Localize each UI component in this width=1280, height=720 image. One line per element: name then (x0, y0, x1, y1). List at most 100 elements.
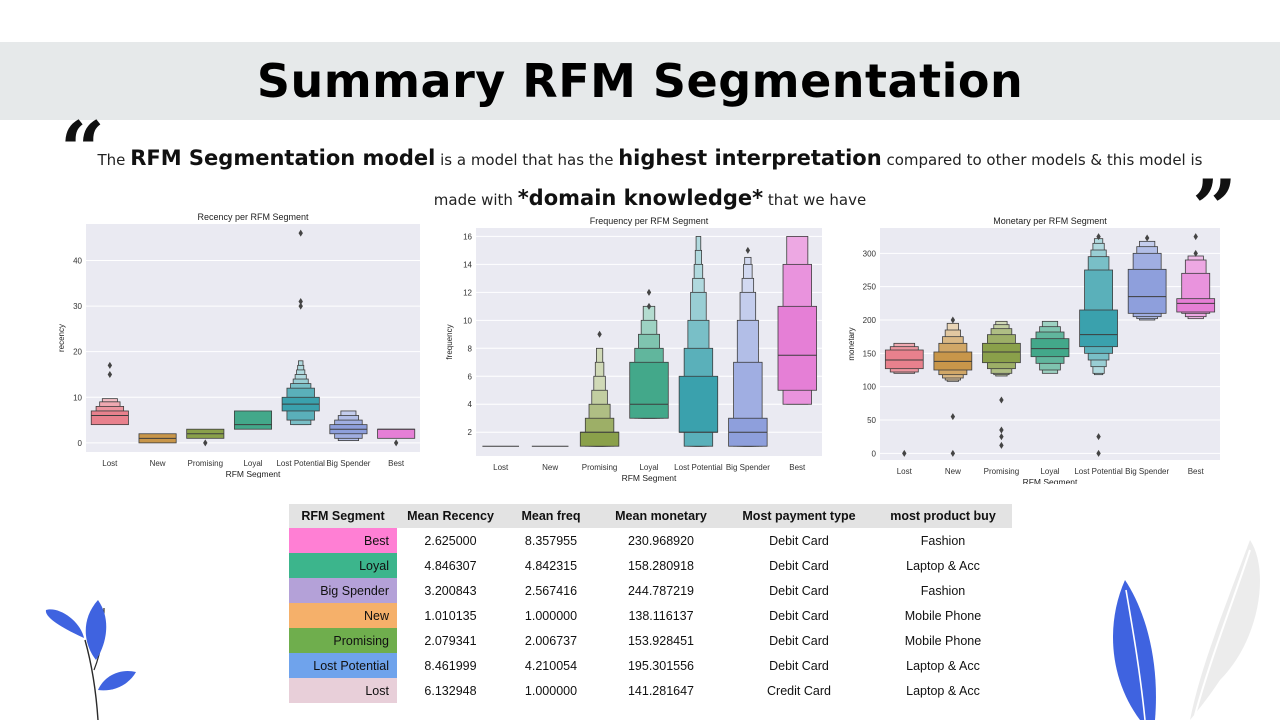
table-row: Promising 2.079341 2.006737 153.928451 Debit… (289, 628, 1012, 653)
x-tick-label: Loyal (639, 463, 658, 472)
table-header-cell: RFM Segment (289, 504, 397, 528)
x-tick-label: New (542, 463, 558, 472)
quote-line-1: The RFM Segmentation model is a model th… (0, 146, 1280, 170)
table-cell: Debit Card (724, 653, 874, 678)
y-axis-label: monetary (847, 327, 856, 360)
segment-cell: Lost (289, 678, 397, 703)
y-tick-label: 100 (863, 383, 877, 392)
table-cell: 8.461999 (397, 653, 504, 678)
x-tick-label: Big Spender (326, 459, 370, 468)
box (233, 410, 273, 430)
y-tick-label: 250 (863, 283, 877, 292)
box (982, 342, 1021, 364)
outlier-point (298, 302, 303, 310)
outlier-point (107, 361, 113, 369)
y-tick-label: 4 (468, 400, 473, 409)
x-tick-label: Loyal (243, 459, 262, 468)
x-tick-label: Best (789, 463, 806, 472)
y-tick-label: 8 (468, 344, 473, 353)
segment-cell: Best (289, 528, 397, 553)
y-tick-label: 16 (463, 232, 472, 241)
quote-line-2: made with *domain knowledge* that we hav… (0, 186, 1280, 210)
quote-text: made with (433, 191, 513, 209)
table-header-cell: Most payment type (724, 504, 874, 528)
y-tick-label: 6 (468, 372, 473, 381)
x-tick-label: Big Spender (1125, 467, 1169, 476)
recency-chart: 0 10 20 30 40 Lost New Promising Loyal Lost Poten… (56, 208, 426, 478)
chart-title: Recency per RFM Segment (197, 212, 309, 222)
table-cell: Debit Card (724, 528, 874, 553)
box (101, 398, 118, 403)
table-cell: Fashion (874, 528, 1012, 553)
y-tick-label: 12 (463, 288, 472, 297)
quote-text: is a model that has the (440, 151, 614, 169)
y-tick-label: 2 (468, 428, 473, 437)
quote-bold: RFM Segmentation model (130, 146, 436, 170)
quote-bold: highest interpretation (618, 146, 882, 170)
open-quote-mark: “ (60, 105, 105, 196)
table-cell: 6.132948 (397, 678, 504, 703)
x-tick-label: Promising (984, 467, 1020, 476)
quote-bold: *domain knowledge* (517, 186, 764, 210)
outlier-point (203, 439, 208, 447)
table-row: New 1.010135 1.000000 138.116137 Debit Card M… (289, 603, 1012, 628)
table-cell: Credit Card (724, 678, 874, 703)
table-cell: 158.280918 (598, 553, 724, 578)
x-tick-label: Promising (187, 459, 223, 468)
y-tick-label: 0 (78, 439, 83, 448)
y-tick-label: 40 (73, 256, 82, 265)
title-band (0, 42, 1280, 120)
plant-left-icon (45, 600, 136, 720)
box (377, 428, 416, 439)
quote-text: that we have (767, 191, 867, 209)
monetary-chart: 0 50 100 150 200 250 300 Lost New Promising Loyal L… (846, 212, 1224, 484)
box (678, 375, 719, 433)
box (1127, 268, 1167, 314)
table-header-row: RFM Segment Mean Recency Mean freq Mean mon… (289, 504, 1012, 528)
table-cell: 2.006737 (504, 628, 598, 653)
y-axis-label: recency (57, 324, 66, 352)
y-axis-label: frequency (445, 324, 454, 359)
table-cell: 2.079341 (397, 628, 504, 653)
table-cell: Laptop & Acc (874, 653, 1012, 678)
table-cell: 244.787219 (598, 578, 724, 603)
frequency-chart-svg: 2 4 6 8 10 12 14 16 Lost New Promising Loyal Lost Po… (445, 216, 822, 483)
recency-chart-svg: 0 10 20 30 40 Lost New Promising Loyal Lost Poten… (57, 212, 420, 478)
outlier-point (298, 298, 303, 306)
box (90, 410, 129, 426)
outlier-point (646, 288, 652, 296)
x-tick-label: Best (1188, 467, 1205, 476)
y-tick-label: 20 (73, 348, 82, 357)
segment-cell: Big Spender (289, 578, 397, 603)
box (95, 405, 125, 412)
table-cell: 8.357955 (504, 528, 598, 553)
x-tick-label: New (945, 467, 961, 476)
table-cell: Mobile Phone (874, 603, 1012, 628)
box (884, 349, 924, 370)
outlier-point (646, 302, 652, 310)
outlier-point (298, 229, 303, 237)
y-tick-label: 30 (73, 302, 82, 311)
page-title: Summary RFM Segmentation (256, 54, 1024, 108)
box (579, 431, 620, 447)
y-tick-label: 150 (863, 349, 877, 358)
x-tick-label: Big Spender (726, 463, 770, 472)
table-cell: 1.000000 (504, 603, 598, 628)
table-cell: Laptop & Acc (874, 553, 1012, 578)
chart-title: Frequency per RFM Segment (590, 216, 709, 226)
box (1176, 298, 1216, 313)
frequency-chart: 2 4 6 8 10 12 14 16 Lost New Promising Loyal Lost Po… (444, 208, 828, 484)
quote-text: The (97, 151, 126, 169)
x-axis-label: RFM Segment (622, 473, 677, 483)
outlier-point (1096, 233, 1101, 241)
quote-text: compared to other models & this model is (886, 151, 1203, 169)
chart-title: Monetary per RFM Segment (993, 216, 1107, 226)
box (99, 401, 121, 407)
table-header-cell: most product buy (874, 504, 1012, 528)
box (777, 305, 817, 391)
table-cell: 2.625000 (397, 528, 504, 553)
box (1030, 338, 1070, 358)
box (629, 361, 669, 419)
x-tick-label: Lost (493, 463, 509, 472)
x-tick-label: Promising (582, 463, 618, 472)
